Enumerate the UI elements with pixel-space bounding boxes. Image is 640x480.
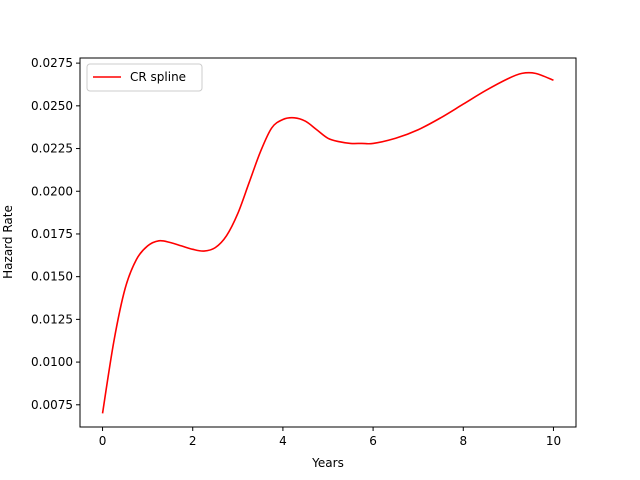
y-tick-label: 0.0200 — [31, 184, 73, 198]
y-tick-label: 0.0075 — [31, 398, 73, 412]
x-tick-label: 0 — [99, 434, 107, 448]
y-tick-label: 0.0100 — [31, 355, 73, 369]
legend-box — [86, 63, 203, 92]
y-axis: 0.0075 0.0100 0.0125 0.0150 0.0175 0.0200 0.02… — [31, 56, 80, 412]
y-tick-label: 0.0125 — [31, 312, 73, 326]
x-axis-label: Years — [311, 456, 344, 470]
x-tick-label: 10 — [546, 434, 561, 448]
y-tick-label: 0.0150 — [31, 270, 73, 284]
y-tick-label: 0.0250 — [31, 99, 73, 113]
y-tick-label: 0.0225 — [31, 142, 73, 156]
legend-label-cr-spline: CR spline — [130, 70, 186, 84]
y-tick-label: 0.0275 — [31, 56, 73, 70]
x-tick-label: 6 — [369, 434, 377, 448]
x-tick-label: 8 — [459, 434, 467, 448]
plot-area — [101, 71, 554, 414]
y-axis-label: Hazard Rate — [1, 205, 15, 279]
legend: CR spline — [86, 63, 203, 92]
axes-frame — [79, 57, 577, 428]
x-tick-label: 2 — [189, 434, 197, 448]
x-axis: 0 2 4 6 8 10 — [99, 427, 561, 448]
x-tick-label: 4 — [279, 434, 287, 448]
y-tick-label: 0.0175 — [31, 227, 73, 241]
series-line-cr-spline — [101, 71, 554, 414]
